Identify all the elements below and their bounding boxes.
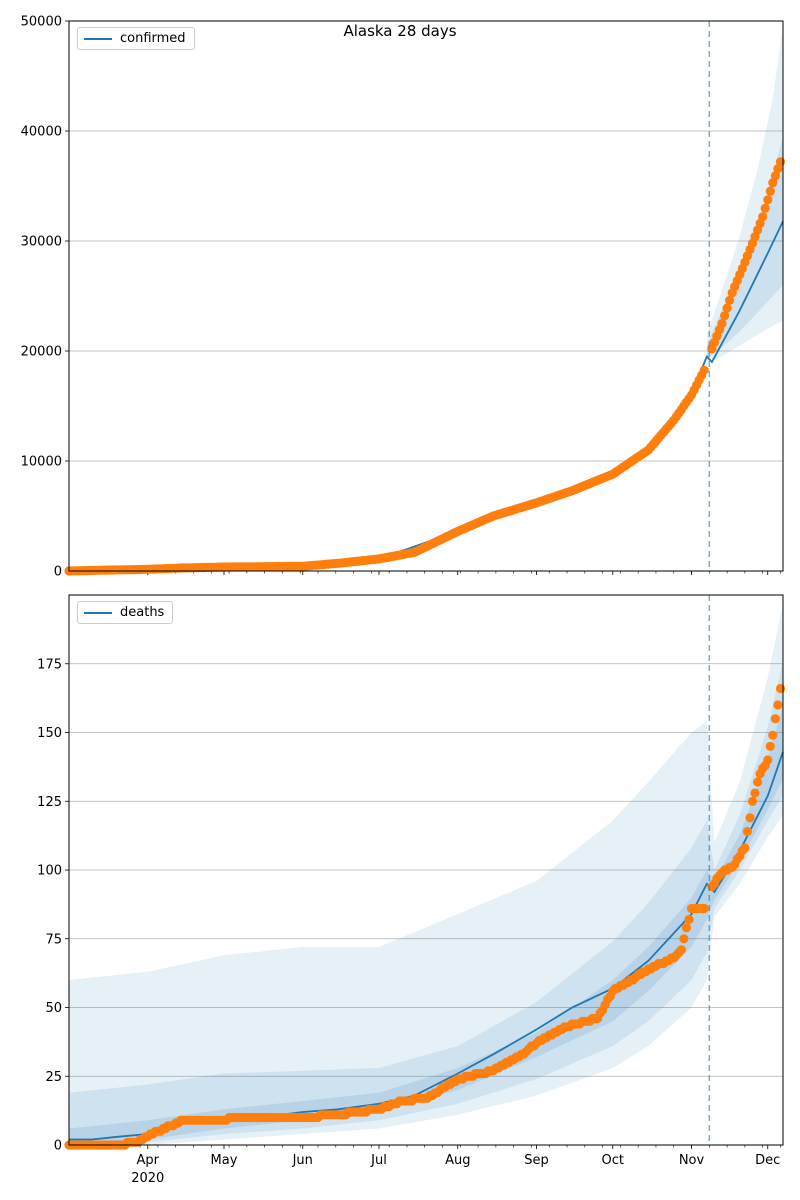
y-tick-label: 40000 xyxy=(21,125,62,140)
axes-frame xyxy=(68,594,784,1146)
y-tick-label: 0 xyxy=(54,565,62,580)
y-tick-label: 20000 xyxy=(21,345,62,360)
x-tick-label: Nov xyxy=(679,1153,705,1168)
data-point xyxy=(765,741,775,751)
data-point xyxy=(770,171,781,181)
x-tick-label: Dec xyxy=(755,1153,780,1168)
x-tick-label: Jun xyxy=(292,1153,313,1168)
y-tick-label: 30000 xyxy=(21,235,62,250)
x-tick-label: Aug xyxy=(445,1153,470,1168)
data-point xyxy=(773,700,783,710)
data-point xyxy=(699,903,709,914)
x-tick-label: May xyxy=(211,1153,238,1168)
y-tick-label: 100 xyxy=(37,864,62,879)
y-tick-label: 150 xyxy=(37,726,62,741)
data-point xyxy=(720,311,730,321)
data-point xyxy=(684,914,694,925)
data-point xyxy=(679,934,689,944)
data-point xyxy=(753,777,763,787)
y-tick-label: 50 xyxy=(45,1001,62,1016)
data-point xyxy=(725,295,735,305)
data-point xyxy=(773,164,783,174)
legend-line-swatch xyxy=(84,611,112,614)
data-point xyxy=(768,178,778,188)
legend-label: confirmed xyxy=(120,31,186,46)
data-point xyxy=(770,714,781,724)
series-line-model xyxy=(68,220,784,572)
data-point xyxy=(750,788,760,798)
data-point xyxy=(740,843,750,853)
x-tick-label: Sep xyxy=(524,1153,549,1168)
y-tick-label: 25 xyxy=(45,1070,62,1085)
data-point xyxy=(775,683,786,694)
data-point xyxy=(699,365,709,375)
legend-confirmed: confirmed xyxy=(77,27,195,50)
data-point xyxy=(775,157,786,167)
data-point xyxy=(768,730,778,740)
legend-label: deaths xyxy=(120,605,165,620)
band-middle xyxy=(69,661,783,1145)
y-tick-label: 125 xyxy=(37,795,62,810)
data-point xyxy=(765,186,775,196)
band-inner xyxy=(706,136,783,359)
x-tick-label: Apr xyxy=(137,1153,160,1168)
data-point xyxy=(747,796,758,806)
x-year-label: 2020 xyxy=(131,1171,164,1186)
y-tick-label: 50000 xyxy=(21,15,62,30)
y-tick-label: 0 xyxy=(54,1139,62,1154)
data-point xyxy=(758,212,768,222)
band-outer xyxy=(706,26,783,362)
figure-title: Alaska 28 days xyxy=(343,22,457,40)
y-tick-label: 75 xyxy=(45,932,62,947)
data-point xyxy=(717,318,727,329)
data-point xyxy=(763,755,773,765)
data-point xyxy=(722,303,732,313)
data-point xyxy=(763,195,773,205)
axes-frame xyxy=(68,20,784,572)
data-point xyxy=(742,826,753,837)
y-tick-label: 10000 xyxy=(21,455,62,470)
x-tick-label: Jul xyxy=(370,1153,387,1168)
legend-deaths: deaths xyxy=(77,601,174,624)
data-point xyxy=(760,203,770,213)
data-point xyxy=(745,813,755,823)
y-tick-label: 175 xyxy=(37,657,62,672)
x-tick-label: Oct xyxy=(602,1153,624,1168)
data-point xyxy=(676,945,687,955)
data-point xyxy=(681,923,692,933)
legend-line-swatch xyxy=(84,37,112,40)
